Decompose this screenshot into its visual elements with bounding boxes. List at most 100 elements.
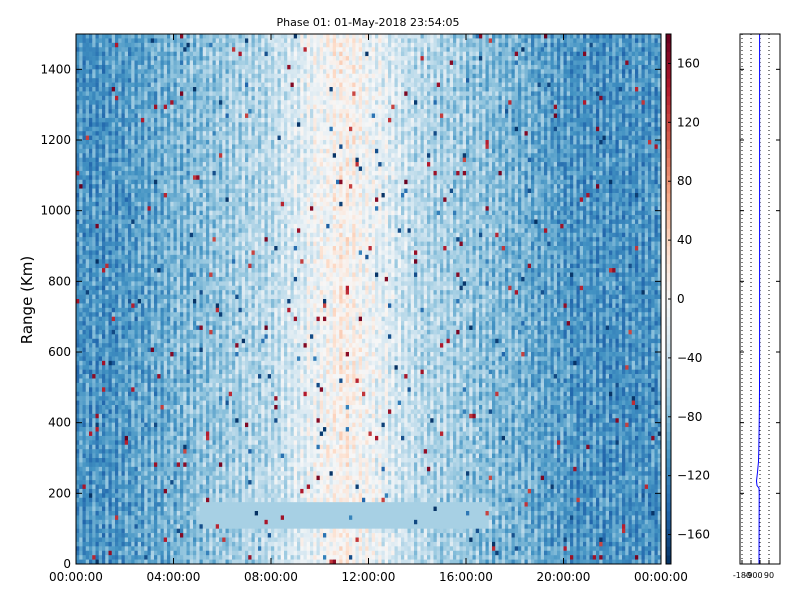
heatmap-cell bbox=[118, 74, 122, 79]
heatmap-cell bbox=[92, 445, 96, 450]
heatmap-cell bbox=[112, 414, 116, 419]
heatmap-cell bbox=[112, 471, 116, 476]
heatmap-cell bbox=[131, 529, 135, 534]
heatmap-cell bbox=[79, 268, 83, 273]
heatmap-cell bbox=[105, 326, 109, 331]
heatmap-cell bbox=[118, 175, 122, 180]
heatmap-cell bbox=[99, 250, 103, 255]
heatmap-cell bbox=[128, 91, 132, 96]
heatmap-cell bbox=[92, 175, 96, 180]
heatmap-cell bbox=[92, 409, 96, 414]
heatmap-cell bbox=[83, 546, 87, 551]
heatmap-cell bbox=[128, 396, 132, 401]
heatmap-cell bbox=[89, 529, 93, 534]
heatmap-cell bbox=[122, 352, 126, 357]
heatmap-cell bbox=[125, 374, 129, 379]
heatmap-cell bbox=[118, 69, 122, 74]
heatmap-cell bbox=[128, 189, 132, 194]
heatmap-cell bbox=[96, 356, 100, 361]
heatmap-cell bbox=[83, 418, 87, 423]
heatmap-cell bbox=[79, 480, 83, 485]
heatmap-cell bbox=[99, 418, 103, 423]
heatmap-cell bbox=[79, 542, 83, 547]
heatmap-cell bbox=[105, 493, 109, 498]
heatmap-cell bbox=[109, 493, 113, 498]
heatmap-cell bbox=[76, 105, 80, 110]
heatmap-cell bbox=[118, 427, 122, 432]
heatmap-cell bbox=[83, 348, 87, 353]
heatmap-cell bbox=[105, 392, 109, 397]
heatmap-cell bbox=[102, 546, 106, 551]
heatmap-cell bbox=[128, 409, 132, 414]
heatmap-cell bbox=[96, 507, 100, 512]
heatmap-cell bbox=[92, 228, 96, 233]
heatmap-cell bbox=[131, 180, 135, 185]
heatmap-cell bbox=[96, 489, 100, 494]
heatmap-cell bbox=[76, 127, 80, 132]
heatmap-cell bbox=[109, 259, 113, 264]
heatmap-cell bbox=[99, 339, 103, 344]
heatmap-cell bbox=[76, 542, 80, 547]
heatmap-cell bbox=[131, 100, 135, 105]
heatmap-cell bbox=[102, 136, 106, 141]
heatmap-cell bbox=[76, 109, 80, 114]
heatmap-cell bbox=[128, 233, 132, 238]
heatmap-cell bbox=[96, 180, 100, 185]
heatmap-cell bbox=[135, 136, 139, 141]
heatmap-cell bbox=[125, 356, 129, 361]
heatmap-cell bbox=[122, 180, 126, 185]
heatmap-cell bbox=[109, 189, 113, 194]
heatmap-cell bbox=[128, 515, 132, 520]
heatmap-cell bbox=[128, 167, 132, 172]
heatmap-cell bbox=[89, 370, 93, 375]
heatmap-cell bbox=[109, 140, 113, 145]
heatmap-cell bbox=[105, 211, 109, 216]
heatmap-cell bbox=[76, 520, 80, 525]
heatmap-cell bbox=[112, 153, 116, 158]
heatmap-cell bbox=[102, 529, 106, 534]
heatmap-cell bbox=[102, 449, 106, 454]
heatmap-cell bbox=[125, 432, 129, 437]
heatmap-cell bbox=[128, 69, 132, 74]
heatmap-cell bbox=[83, 273, 87, 278]
heatmap-cell bbox=[89, 153, 93, 158]
heatmap-cell bbox=[128, 312, 132, 317]
heatmap-cell bbox=[125, 38, 129, 43]
heatmap-cell bbox=[128, 149, 132, 154]
heatmap-cell bbox=[86, 392, 90, 397]
heatmap-cell bbox=[89, 480, 93, 485]
heatmap-cell bbox=[122, 361, 126, 366]
heatmap-cell bbox=[83, 47, 87, 52]
chart-title: Phase 01: 01-May-2018 23:54:05 bbox=[277, 16, 460, 29]
heatmap-cell bbox=[115, 356, 119, 361]
heatmap-cell bbox=[125, 454, 129, 459]
heatmap-cell bbox=[92, 476, 96, 481]
heatmap-cell bbox=[125, 47, 129, 52]
heatmap-cell bbox=[109, 237, 113, 242]
heatmap-cell bbox=[92, 91, 96, 96]
heatmap-cell bbox=[115, 449, 119, 454]
heatmap-cell bbox=[102, 255, 106, 260]
heatmap-cell bbox=[118, 286, 122, 291]
heatmap-cell bbox=[109, 555, 113, 560]
heatmap-cell bbox=[76, 321, 80, 326]
heatmap-cell bbox=[105, 202, 109, 207]
heatmap-cell bbox=[112, 317, 116, 322]
heatmap-cell bbox=[105, 206, 109, 211]
heatmap-cell bbox=[79, 529, 83, 534]
heatmap-cell bbox=[89, 454, 93, 459]
heatmap-cell bbox=[125, 233, 129, 238]
heatmap-cell bbox=[76, 511, 80, 516]
heatmap-cell bbox=[131, 153, 135, 158]
heatmap-cell bbox=[99, 215, 103, 220]
heatmap-cell bbox=[131, 175, 135, 180]
heatmap-cell bbox=[128, 476, 132, 481]
heatmap-cell bbox=[125, 542, 129, 547]
heatmap-cell bbox=[128, 427, 132, 432]
heatmap-cell bbox=[89, 365, 93, 370]
heatmap-cell bbox=[128, 281, 132, 286]
heatmap-cell bbox=[109, 423, 113, 428]
heatmap-cell bbox=[118, 396, 122, 401]
heatmap-cell bbox=[92, 131, 96, 136]
heatmap-cell bbox=[92, 295, 96, 300]
